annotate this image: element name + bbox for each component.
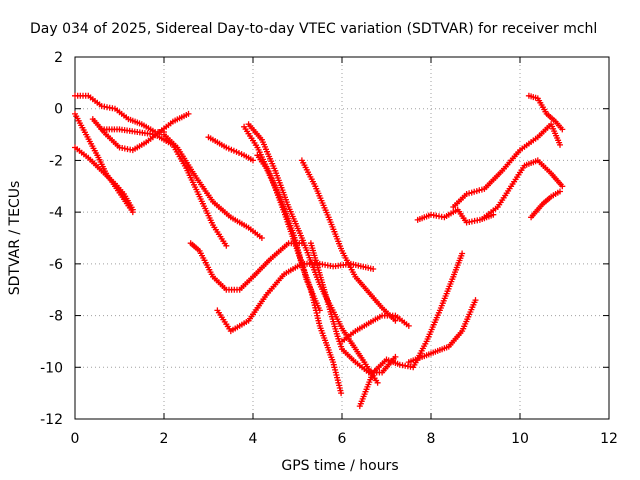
y-tick-label: -4 (49, 205, 63, 221)
series-markers (450, 121, 563, 210)
series-arc-20 (481, 157, 566, 221)
series-line (216, 263, 374, 332)
series-markers (98, 126, 230, 249)
series-markers (161, 131, 265, 241)
series-arc-14 (307, 240, 399, 376)
series-markers (72, 92, 167, 135)
series-arc-21 (525, 92, 566, 133)
series-markers (339, 312, 412, 345)
series-arc-16 (356, 250, 466, 410)
series-arc-10 (241, 123, 345, 397)
y-tick-label: -8 (49, 309, 63, 325)
series-line (243, 126, 342, 394)
series-arc-17 (405, 297, 479, 366)
x-axis-label: GPS time / hours (281, 458, 398, 474)
series-arc-07 (205, 134, 256, 164)
x-tick-label: 4 (249, 431, 258, 447)
y-tick-label: 2 (54, 50, 63, 66)
y-axis-label: SDTVAR / TECUs (7, 181, 23, 296)
x-tick-label: 0 (71, 431, 80, 447)
series-markers (72, 144, 136, 213)
chart-title: Day 034 of 2025, Sidereal Day-to-day VTE… (30, 21, 597, 37)
series-markers (241, 123, 345, 397)
series-arc-06 (98, 126, 230, 249)
series-markers (298, 157, 399, 324)
series-arc-13 (298, 157, 399, 324)
series-markers (525, 92, 566, 133)
y-tick-label: -10 (40, 360, 63, 376)
series-markers (356, 250, 466, 410)
data-series (72, 92, 566, 410)
x-tick-label: 12 (600, 431, 618, 447)
series-markers (205, 134, 256, 164)
series-markers (481, 157, 566, 221)
y-tick-label: -12 (40, 412, 63, 428)
x-tick-label: 10 (511, 431, 529, 447)
series-markers (214, 260, 377, 335)
y-tick-label: -2 (49, 153, 63, 169)
series-arc-09 (214, 260, 377, 335)
series-arc-19 (450, 121, 563, 210)
x-tick-label: 6 (338, 431, 347, 447)
y-tick-label: -6 (49, 257, 63, 273)
series-arc-12 (254, 152, 323, 314)
series-markers (528, 188, 563, 221)
series-arc-22 (528, 188, 563, 221)
series-markers (307, 240, 399, 376)
x-tick-label: 2 (160, 431, 169, 447)
series-arc-15 (339, 312, 412, 345)
series-arc-08 (187, 240, 305, 293)
x-tick-label: 8 (427, 431, 436, 447)
series-markers (254, 152, 323, 314)
grid (75, 57, 609, 419)
series-arc-01 (72, 92, 167, 135)
series-arc-02 (161, 131, 265, 241)
series-arc-04 (72, 144, 136, 213)
y-tick-label: 0 (54, 102, 63, 118)
series-markers (187, 240, 305, 293)
axis-ticks: 0 2 4 6 8 10 12 2 0 -2 -4 -6 -8 -10 -12 (40, 50, 618, 447)
series-markers (405, 297, 479, 366)
